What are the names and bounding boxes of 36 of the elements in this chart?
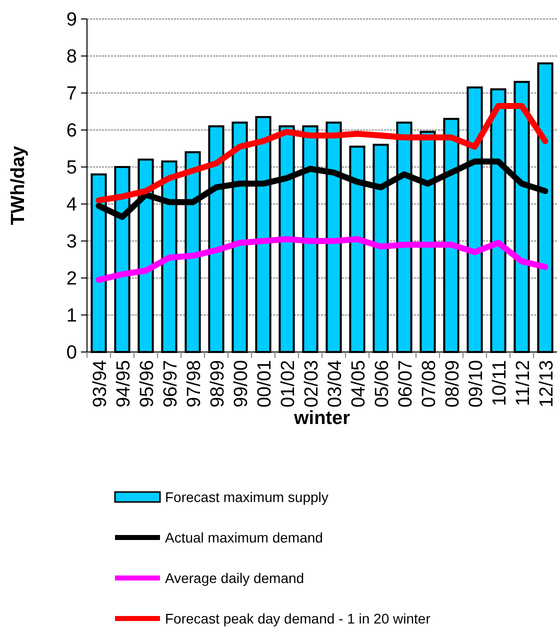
x-axis-title: winter — [293, 408, 351, 429]
x-tick-label: 05/06 — [372, 360, 393, 408]
y-tick-label: 8 — [66, 46, 77, 68]
x-tick-label: 97/98 — [184, 360, 205, 408]
x-tick-label: 12/13 — [536, 360, 558, 408]
y-tick-label: 1 — [66, 306, 77, 327]
x-tick-label: 06/07 — [395, 360, 416, 408]
x-tick-label: 00/01 — [254, 360, 276, 408]
y-tick-label: 2 — [66, 268, 77, 290]
x-tick-label: 11/12 — [512, 360, 534, 406]
legend-label: Forecast maximum supply — [165, 488, 328, 505]
legend-label: Forecast peak day demand - 1 in 20 winter — [165, 610, 431, 626]
y-tick-label: 3 — [66, 232, 77, 253]
x-tick-label: 10/11 — [489, 360, 510, 406]
y-tick-label: 4 — [66, 194, 78, 216]
x-tick-label: 03/04 — [324, 360, 346, 408]
y-tick-label: 0 — [66, 342, 77, 364]
x-tick-label: 02/03 — [301, 360, 322, 408]
x-tick-label: 99/00 — [230, 360, 252, 408]
x-tick-label: 96/97 — [160, 360, 182, 408]
x-tick-label: 08/09 — [442, 360, 464, 408]
y-tick-label: 9 — [66, 10, 77, 31]
y-tick-label: 5 — [66, 158, 77, 179]
x-tick-label: 94/95 — [113, 360, 134, 408]
legend-label: Average daily demand — [165, 570, 304, 586]
x-tick-label: 01/02 — [278, 360, 299, 408]
y-tick-label: 6 — [66, 120, 77, 142]
x-tick-label: 95/96 — [136, 360, 158, 408]
x-tick-label: 93/94 — [90, 360, 111, 408]
x-tick-label: 98/99 — [207, 360, 228, 408]
x-tick-label: 09/10 — [466, 360, 487, 408]
y-axis-title: TWh/day — [8, 145, 29, 226]
x-tick-label: 04/05 — [348, 360, 370, 408]
legend-label: Actual maximum demand — [165, 529, 323, 546]
x-tick-label: 07/08 — [418, 360, 440, 408]
y-tick-label: 7 — [66, 84, 77, 105]
